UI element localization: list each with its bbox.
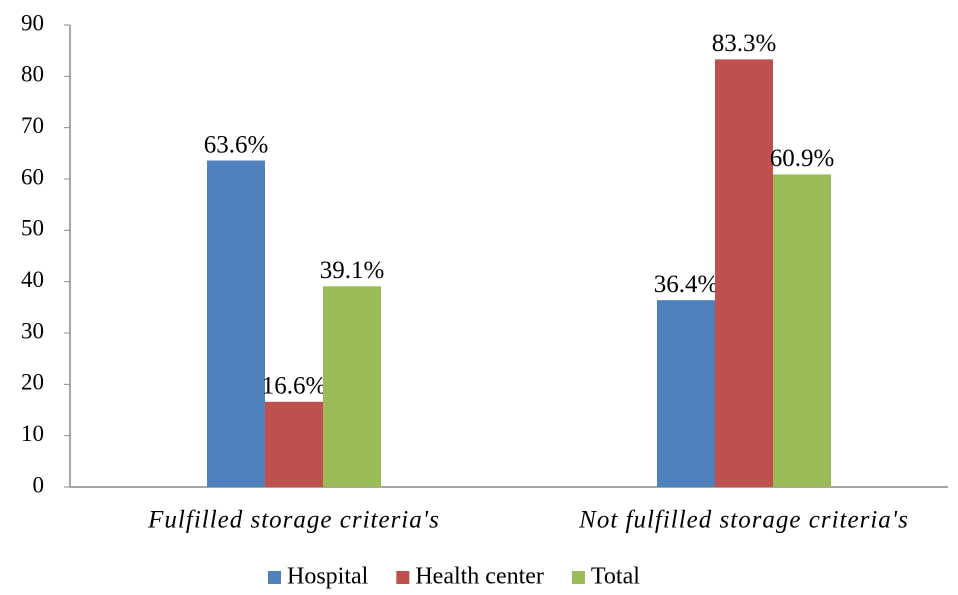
x-tick-label: Fulfilled storage criteria's <box>147 507 440 534</box>
y-tick-label: 50 <box>21 216 44 241</box>
value-label: 83.3% <box>712 30 777 57</box>
legend-label: Hospital <box>287 564 369 590</box>
bar <box>265 401 323 487</box>
value-label: 39.1% <box>320 257 385 284</box>
y-tick-label: 90 <box>21 10 44 35</box>
bar <box>657 300 715 487</box>
y-tick-label: 60 <box>21 164 44 189</box>
bar <box>323 286 381 487</box>
y-tick-label: 10 <box>21 421 44 446</box>
x-tick-label: Not fulfilled storage criteria's <box>578 507 909 534</box>
bar <box>715 59 773 487</box>
y-tick-label: 0 <box>33 472 45 497</box>
bar <box>207 160 265 487</box>
y-tick-label: 20 <box>21 370 44 395</box>
bar <box>773 174 831 487</box>
legend-swatch <box>396 571 410 584</box>
y-tick-label: 30 <box>21 318 44 343</box>
value-label: 36.4% <box>654 271 719 298</box>
value-label: 60.9% <box>770 145 835 172</box>
y-tick-label: 40 <box>21 267 44 292</box>
y-tick-label: 70 <box>21 113 44 138</box>
legend-label: Total <box>591 564 640 590</box>
y-tick-label: 80 <box>21 62 44 87</box>
value-label: 16.6% <box>262 373 327 400</box>
value-label: 63.6% <box>204 131 269 158</box>
legend-label: Health center <box>415 564 544 590</box>
legend-swatch <box>268 571 281 584</box>
legend-swatch <box>571 571 585 584</box>
